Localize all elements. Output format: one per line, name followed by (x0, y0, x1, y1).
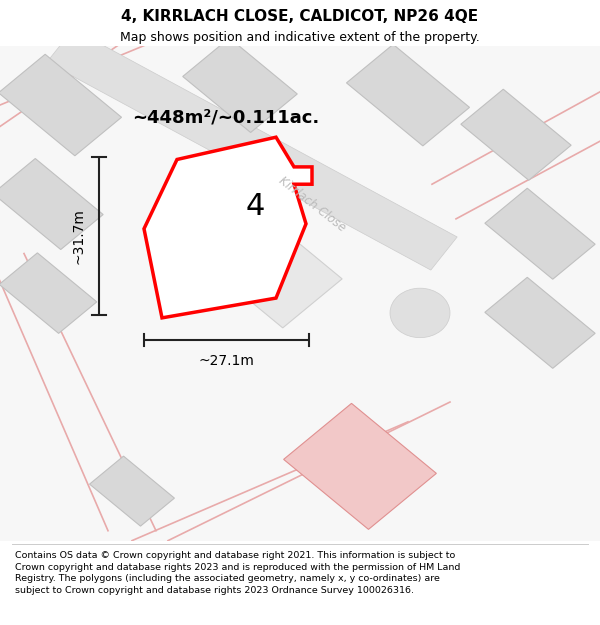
Text: 4: 4 (245, 192, 265, 221)
Polygon shape (0, 159, 103, 249)
Ellipse shape (390, 288, 450, 338)
Polygon shape (183, 38, 297, 132)
Text: ~27.1m: ~27.1m (199, 354, 254, 368)
Text: Kirrlach Close: Kirrlach Close (276, 174, 348, 234)
Polygon shape (0, 54, 122, 156)
Polygon shape (461, 89, 571, 180)
Text: ~448m²/~0.111ac.: ~448m²/~0.111ac. (132, 108, 319, 126)
Polygon shape (284, 403, 436, 529)
Text: Contains OS data © Crown copyright and database right 2021. This information is : Contains OS data © Crown copyright and d… (15, 551, 460, 595)
Text: Map shows position and indicative extent of the property.: Map shows position and indicative extent… (120, 31, 480, 44)
Polygon shape (485, 278, 595, 368)
Text: 4, KIRRLACH CLOSE, CALDICOT, NP26 4QE: 4, KIRRLACH CLOSE, CALDICOT, NP26 4QE (121, 9, 479, 24)
Polygon shape (485, 188, 595, 279)
Polygon shape (144, 138, 312, 318)
Polygon shape (346, 44, 470, 146)
Polygon shape (0, 253, 97, 333)
Polygon shape (89, 456, 175, 526)
Polygon shape (198, 209, 342, 328)
Text: ~31.7m: ~31.7m (72, 208, 86, 264)
Polygon shape (47, 29, 457, 270)
